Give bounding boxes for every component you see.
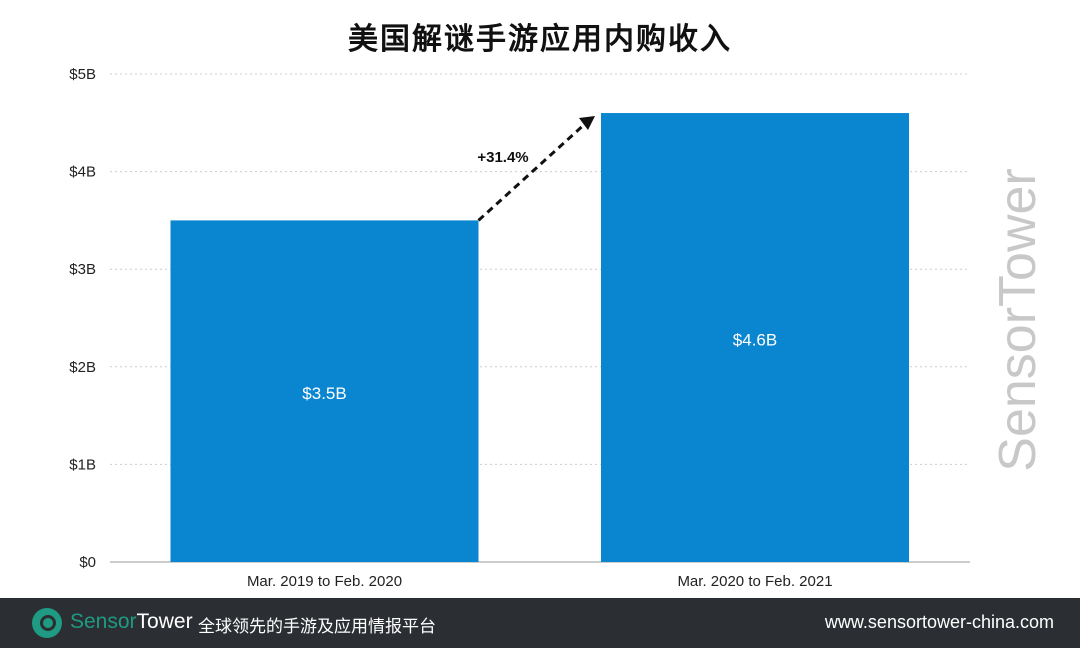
footer-brand: SensorTower — [70, 610, 193, 634]
brand-tower: Tower — [136, 610, 193, 633]
y-tick-label: $3B — [69, 261, 96, 278]
y-tick-label: $4B — [69, 164, 96, 181]
x-tick-label: Mar. 2019 to Feb. 2020 — [247, 573, 402, 590]
data-label: $3.5B — [302, 384, 346, 403]
bar — [601, 113, 909, 562]
y-tick-label: $0 — [79, 554, 96, 571]
bar-chart: $0 $1B $2B $3B $4B $5B $3.5B Mar. 2019 to Feb. … — [69, 66, 970, 590]
sensortower-logo-icon — [32, 608, 62, 638]
footer-url[interactable]: www.sensortower-china.com — [824, 612, 1054, 632]
footer: SensorTower 全球领先的手游及应用情报平台 www.sensortow… — [0, 598, 1080, 648]
brand-sensor: Sensor — [70, 610, 137, 633]
footer-slogan: 全球领先的手游及应用情报平台 — [198, 617, 436, 637]
chart-title: 美国解谜手游应用内购收入 — [348, 22, 732, 57]
growth-arrow-head-icon — [579, 116, 595, 131]
y-tick-label: $1B — [69, 456, 96, 473]
x-tick-label: Mar. 2020 to Feb. 2021 — [677, 573, 832, 590]
y-tick-label: $2B — [69, 359, 96, 376]
growth-arrow-line — [477, 120, 589, 222]
y-tick-label: $5B — [69, 66, 96, 83]
bar — [170, 220, 479, 562]
growth-annotation: +31.4% — [477, 149, 528, 166]
data-label: $4.6B — [733, 331, 777, 350]
